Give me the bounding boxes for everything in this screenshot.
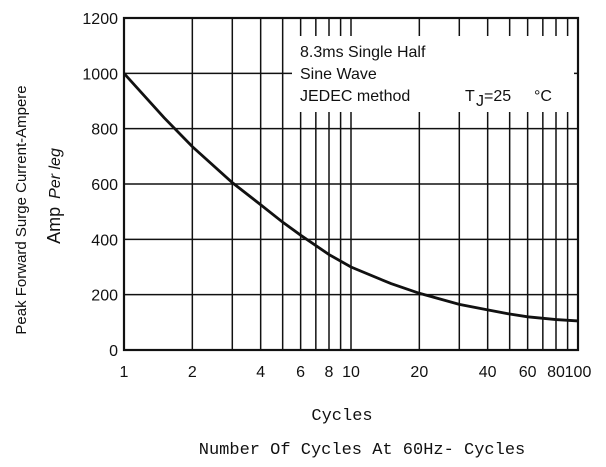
- y-tick-label: 1200: [82, 11, 118, 28]
- x-tick-labels: 1 2 4 6 8 10 20 40 60 80 100: [120, 364, 592, 381]
- tj-subscript: J: [476, 93, 484, 110]
- x-tick-label: 6: [296, 364, 305, 381]
- y-tick-label: 600: [91, 177, 118, 194]
- x-tick-label: 4: [256, 364, 265, 381]
- series-line: [122, 72, 579, 323]
- y-tick-label: 800: [91, 122, 118, 139]
- grid-lines: [124, 18, 578, 350]
- x-tick-label: 40: [479, 364, 497, 381]
- x-tick-label: 10: [342, 364, 360, 381]
- y-axis-label-amp: Amp: [44, 207, 64, 244]
- annotation-line3: JEDEC method: [300, 88, 410, 105]
- y-tick-label: 1000: [82, 66, 118, 83]
- x-axis-label-secondary: Number Of Cycles At 60Hz- Cycles: [199, 441, 525, 460]
- x-tick-label: 1: [120, 364, 129, 381]
- x-tick-label: 2: [188, 364, 197, 381]
- annotation-line1: 8.3ms Single Half: [300, 44, 426, 61]
- y-tick-labels: 0 200 400 600 800 1000 1200: [82, 11, 118, 360]
- y-tick-label: 0: [109, 343, 118, 360]
- x-tick-label: 80: [547, 364, 565, 381]
- x-tick-label: 20: [410, 364, 428, 381]
- y-tick-label: 200: [91, 288, 118, 305]
- tj-unit: °C: [534, 88, 552, 105]
- x-tick-label: 8: [325, 364, 334, 381]
- annotation-line2: Sine Wave: [300, 66, 377, 83]
- x-tick-label: 100: [565, 364, 592, 381]
- x-tick-label: 60: [519, 364, 537, 381]
- y-axis-label-primary: Peak Forward Surge Current-Ampere: [13, 85, 30, 334]
- tj-value: =25: [484, 88, 511, 105]
- x-axis-label-primary: Cycles: [311, 407, 372, 426]
- y-axis-label-per-leg: Per leg: [47, 148, 64, 199]
- tj-symbol: T: [465, 88, 475, 105]
- plot-frame: [122, 16, 580, 352]
- annotation-box: [292, 36, 574, 112]
- y-axis-label-secondary: Amp Per leg: [44, 148, 64, 244]
- y-tick-label: 400: [91, 232, 118, 249]
